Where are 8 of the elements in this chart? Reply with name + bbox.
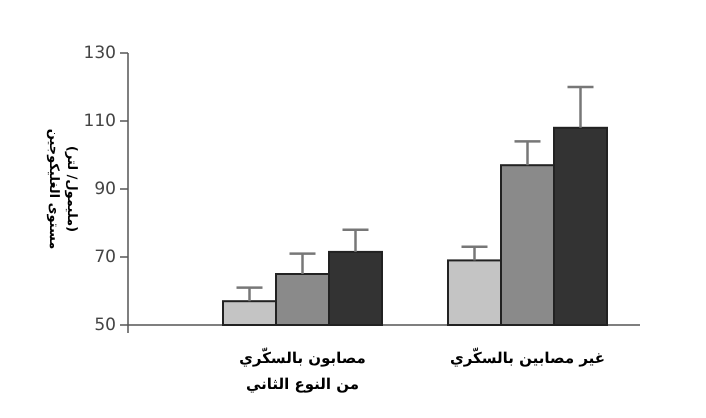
y-tick-label: 130 [84,43,116,63]
y-tick-label: 90 [94,179,116,199]
x-tick-label: غير مصابين بالسكّري [450,346,606,367]
y-tick-label: 50 [94,315,116,335]
x-tick-label: مصابون بالسكّري من النوع الثاني [239,346,366,393]
y-tick-label: 110 [84,111,116,131]
y-tick-label: 70 [94,247,116,267]
y-axis-title: مستوى الغليكوجين (مليمول/ لتر) [46,128,79,250]
